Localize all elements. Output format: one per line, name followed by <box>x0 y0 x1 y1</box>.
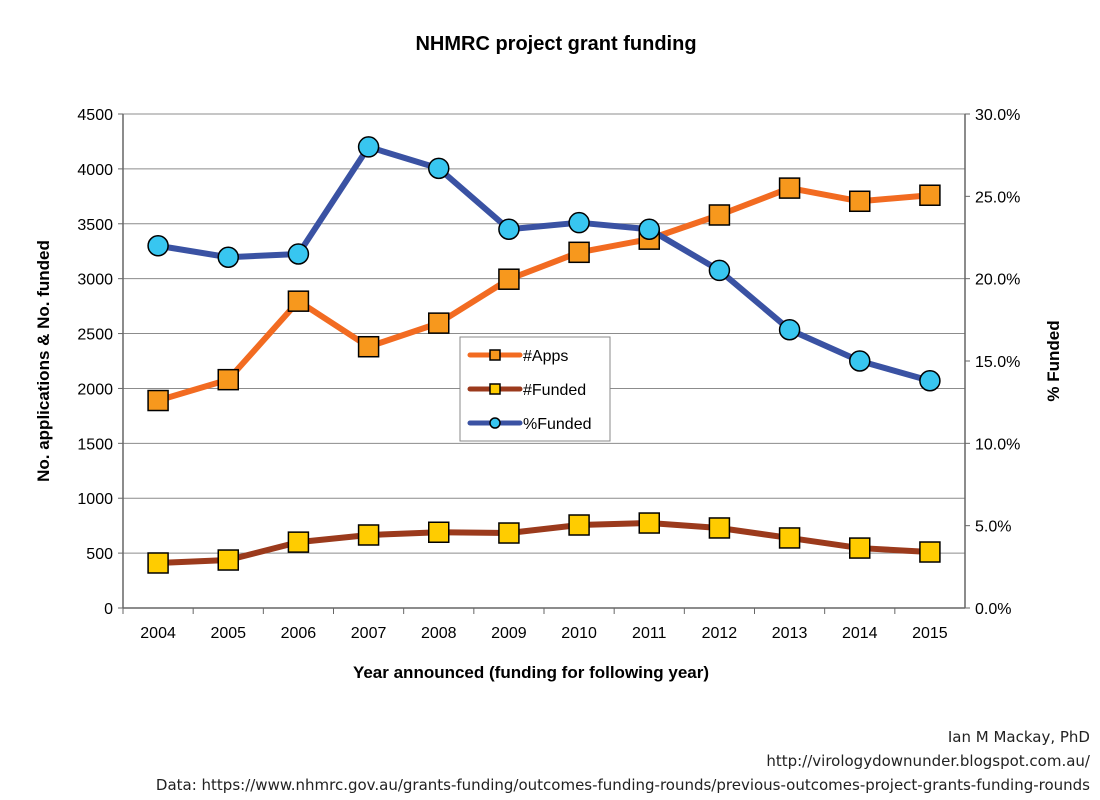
y2-tick-label: 30.0% <box>975 107 1020 124</box>
data-point-funded <box>428 521 450 544</box>
y-tick-label: 3000 <box>77 272 113 289</box>
y-tick-label: 2500 <box>77 327 113 344</box>
data-point-funded <box>147 234 169 257</box>
chart-title: NHMRC project grant funding <box>415 33 696 55</box>
legend-label: #Funded <box>523 382 586 399</box>
data-point-apps <box>357 335 380 358</box>
y2-tick-label: 0.0% <box>975 601 1011 618</box>
data-point-funded <box>357 524 380 546</box>
y-tick-label: 0 <box>104 601 113 618</box>
x-tick-label: 2011 <box>632 625 667 642</box>
data-point-funded <box>568 514 590 536</box>
x-tick-label: 2010 <box>561 625 597 642</box>
x-tick-label: 2015 <box>912 625 948 642</box>
y-tick-label: 4000 <box>77 162 113 179</box>
data-point-apps <box>919 184 941 206</box>
y-tick-label: 2000 <box>77 381 113 398</box>
data-point-funded <box>568 211 590 234</box>
data-point-funded <box>849 537 871 559</box>
data-point-funded <box>778 318 801 341</box>
x-tick-label: 2006 <box>281 625 317 642</box>
data-point-funded <box>919 370 941 392</box>
data-point-apps <box>287 290 310 312</box>
data-point-apps <box>849 190 871 213</box>
data-point-funded <box>287 243 310 265</box>
data-point-funded <box>287 531 310 553</box>
series-line-funded <box>157 143 931 384</box>
data-point-funded <box>498 522 520 544</box>
y2-tick-label: 25.0% <box>975 189 1020 206</box>
y-tick-label: 500 <box>86 546 113 563</box>
y-tick-label: 1500 <box>77 436 113 453</box>
legend-marker <box>489 417 501 429</box>
series-line-funded <box>157 520 931 566</box>
y2-axis-label: % Funded <box>1044 320 1063 401</box>
credit-author: Ian M Mackay, PhD <box>947 728 1090 746</box>
x-axis-label: Year announced (funding for following ye… <box>353 663 709 682</box>
credit-blog[interactable]: http://virologydownunder.blogspot.com.au… <box>766 752 1090 770</box>
credit-source[interactable]: Data: https://www.nhmrc.gov.au/grants-fu… <box>155 776 1090 794</box>
y2-tick-label: 15.0% <box>975 354 1020 371</box>
x-tick-label: 2004 <box>140 625 176 642</box>
legend: #Apps #Funded %Funded <box>459 336 611 442</box>
data-point-funded <box>638 218 660 241</box>
data-point-funded <box>428 157 450 180</box>
y-tick-label: 1000 <box>77 491 113 508</box>
data-point-apps <box>778 177 801 199</box>
data-point-funded <box>357 136 380 158</box>
data-point-funded <box>638 512 660 534</box>
data-point-funded <box>498 218 520 241</box>
x-tick-label: 2012 <box>702 625 738 642</box>
data-point-apps <box>217 368 239 391</box>
data-point-funded <box>147 552 169 574</box>
line-chart: NHMRC project grant funding 0 500 1000 1500… <box>34 33 1063 682</box>
data-point-funded <box>217 549 239 571</box>
legend-marker <box>489 349 501 361</box>
x-tick-label: 2007 <box>351 625 387 642</box>
data-point-apps <box>498 268 520 290</box>
y-tick-label: 3500 <box>77 217 113 234</box>
data-point-funded <box>708 517 731 539</box>
data-point-funded <box>849 350 871 372</box>
x-tick-label: 2008 <box>421 625 457 642</box>
data-point-funded <box>778 527 801 549</box>
data-point-funded <box>708 259 731 282</box>
series-line-apps <box>157 185 931 404</box>
x-tick-label: 2013 <box>772 625 808 642</box>
legend-label: #Apps <box>523 348 568 365</box>
y2-tick-label: 20.0% <box>975 272 1020 289</box>
data-point-funded <box>217 246 239 269</box>
x-tick-label: 2005 <box>210 625 246 642</box>
y-tick-label: 4500 <box>77 107 113 124</box>
data-point-apps <box>568 241 590 264</box>
x-tick-label: 2014 <box>842 625 878 642</box>
y2-tick-label: 5.0% <box>975 519 1011 536</box>
y2-tick-label: 10.0% <box>975 436 1020 453</box>
data-point-apps <box>708 204 731 226</box>
legend-label: %Funded <box>523 416 592 433</box>
data-point-apps <box>147 389 169 412</box>
data-point-funded <box>919 541 941 563</box>
legend-marker <box>489 383 501 395</box>
y-axis-label: No. applications & No. funded <box>34 240 53 482</box>
data-point-apps <box>428 312 450 334</box>
x-tick-label: 2009 <box>491 625 527 642</box>
